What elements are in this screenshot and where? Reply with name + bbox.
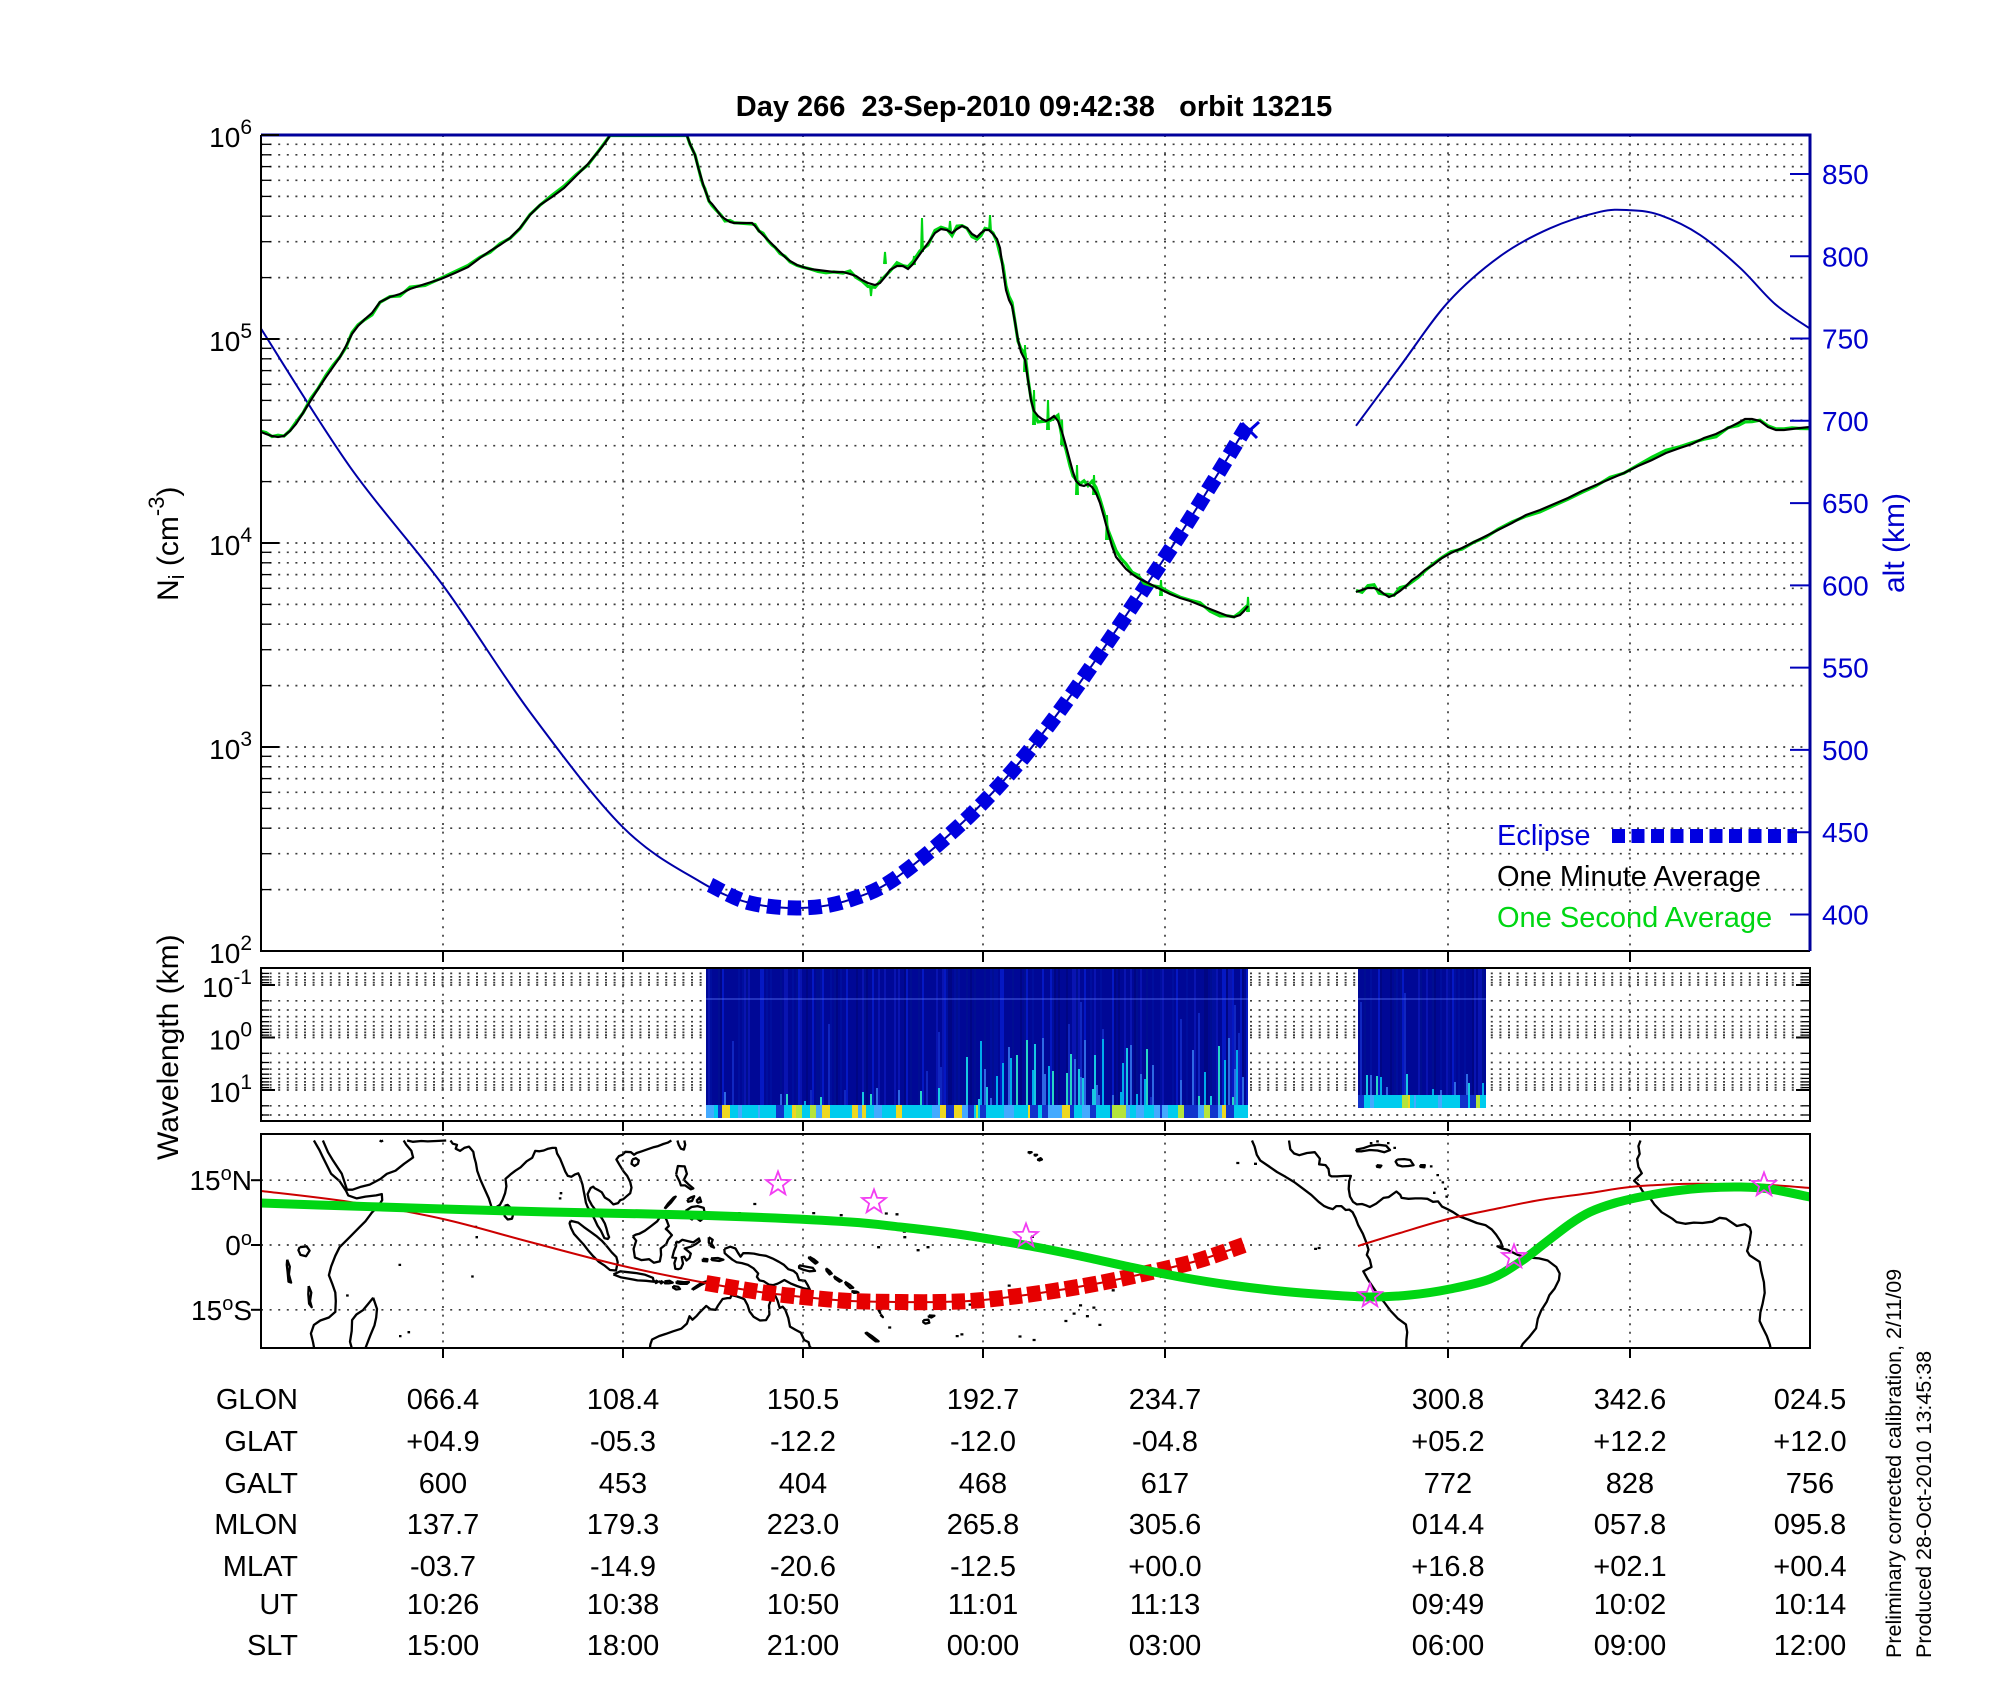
svg-text:+12.2: +12.2 — [1593, 1426, 1666, 1458]
svg-text:+02.1: +02.1 — [1593, 1551, 1666, 1583]
svg-text:10:02: 10:02 — [1594, 1589, 1667, 1621]
svg-text:UT: UT — [259, 1589, 298, 1621]
svg-text:192.7: 192.7 — [947, 1384, 1020, 1416]
svg-text:-04.8: -04.8 — [1132, 1426, 1198, 1458]
svg-text:500: 500 — [1822, 735, 1869, 766]
svg-text:03:00: 03:00 — [1129, 1630, 1202, 1662]
svg-text:Preliminary corrected calibrat: Preliminary corrected calibration, 2/11/… — [1882, 1269, 1906, 1658]
svg-text:12:00: 12:00 — [1774, 1630, 1847, 1662]
svg-text:10:50: 10:50 — [767, 1589, 840, 1621]
svg-text:-03.7: -03.7 — [410, 1551, 476, 1583]
svg-text:One Second Average: One Second Average — [1497, 902, 1772, 934]
svg-text:108.4: 108.4 — [587, 1384, 660, 1416]
svg-text:600: 600 — [1822, 570, 1869, 601]
svg-text:15:00: 15:00 — [407, 1630, 480, 1662]
svg-text:One Minute Average: One Minute Average — [1497, 861, 1761, 893]
svg-text:Produced 28-Oct-2010 13:45:38: Produced 28-Oct-2010 13:45:38 — [1912, 1351, 1936, 1658]
svg-text:10:14: 10:14 — [1774, 1589, 1847, 1621]
svg-text:11:13: 11:13 — [1130, 1589, 1200, 1621]
svg-text:550: 550 — [1822, 653, 1869, 684]
svg-text:21:00: 21:00 — [767, 1630, 840, 1662]
svg-text:+04.9: +04.9 — [406, 1426, 479, 1458]
svg-text:09:00: 09:00 — [1594, 1630, 1667, 1662]
svg-text:404: 404 — [779, 1468, 827, 1500]
svg-text:GLAT: GLAT — [224, 1426, 298, 1458]
svg-text:057.8: 057.8 — [1594, 1509, 1667, 1541]
svg-text:300.8: 300.8 — [1412, 1384, 1485, 1416]
svg-text:850: 850 — [1822, 159, 1869, 190]
svg-text:11:01: 11:01 — [948, 1589, 1018, 1621]
svg-text:024.5: 024.5 — [1774, 1384, 1847, 1416]
svg-text:+00.0: +00.0 — [1128, 1551, 1201, 1583]
svg-text:700: 700 — [1822, 406, 1869, 437]
svg-text:234.7: 234.7 — [1129, 1384, 1202, 1416]
svg-text:305.6: 305.6 — [1129, 1509, 1202, 1541]
svg-text:10:26: 10:26 — [407, 1589, 480, 1621]
svg-text:+00.4: +00.4 — [1773, 1551, 1846, 1583]
svg-text:GLON: GLON — [216, 1384, 298, 1416]
svg-text:09:49: 09:49 — [1412, 1589, 1485, 1621]
svg-text:014.4: 014.4 — [1412, 1509, 1485, 1541]
svg-text:Wavelength (km): Wavelength (km) — [152, 934, 185, 1160]
svg-text:828: 828 — [1606, 1468, 1654, 1500]
svg-text:066.4: 066.4 — [407, 1384, 480, 1416]
svg-text:265.8: 265.8 — [947, 1509, 1020, 1541]
svg-text:+16.8: +16.8 — [1411, 1551, 1484, 1583]
svg-text:-05.3: -05.3 — [590, 1426, 656, 1458]
svg-text:Eclipse: Eclipse — [1497, 820, 1591, 852]
svg-text:600: 600 — [419, 1468, 467, 1500]
svg-text:06:00: 06:00 — [1412, 1630, 1485, 1662]
svg-text:453: 453 — [599, 1468, 647, 1500]
svg-text:MLAT: MLAT — [223, 1551, 298, 1583]
svg-text:223.0: 223.0 — [767, 1509, 840, 1541]
svg-text:+05.2: +05.2 — [1411, 1426, 1484, 1458]
svg-text:650: 650 — [1822, 488, 1869, 519]
svg-text:Day 266 23-Sep-2010 09:42:38: Day 266 23-Sep-2010 09:42:38 orbit 13215 — [736, 91, 1332, 123]
svg-text:-12.5: -12.5 — [950, 1551, 1016, 1583]
svg-text:alt (km): alt (km) — [1878, 493, 1911, 593]
svg-text:10:38: 10:38 — [587, 1589, 660, 1621]
svg-text:SLT: SLT — [247, 1630, 298, 1662]
svg-text:GALT: GALT — [224, 1468, 298, 1500]
svg-text:-14.9: -14.9 — [590, 1551, 656, 1583]
svg-text:095.8: 095.8 — [1774, 1509, 1847, 1541]
svg-text:772: 772 — [1424, 1468, 1472, 1500]
svg-text:18:00: 18:00 — [587, 1630, 660, 1662]
svg-text:15oS: 15oS — [191, 1293, 252, 1326]
svg-text:150.5: 150.5 — [767, 1384, 840, 1416]
svg-text:450: 450 — [1822, 817, 1869, 848]
svg-text:+12.0: +12.0 — [1773, 1426, 1846, 1458]
svg-text:MLON: MLON — [214, 1509, 298, 1541]
svg-text:800: 800 — [1822, 241, 1869, 272]
svg-text:00:00: 00:00 — [947, 1630, 1020, 1662]
svg-text:-12.2: -12.2 — [770, 1426, 836, 1458]
svg-text:617: 617 — [1141, 1468, 1189, 1500]
svg-text:750: 750 — [1822, 324, 1869, 355]
svg-text:137.7: 137.7 — [407, 1509, 480, 1541]
svg-text:468: 468 — [959, 1468, 1007, 1500]
svg-text:400: 400 — [1822, 900, 1869, 931]
svg-text:-20.6: -20.6 — [770, 1551, 836, 1583]
svg-text:342.6: 342.6 — [1594, 1384, 1667, 1416]
svg-text:756: 756 — [1786, 1468, 1834, 1500]
svg-text:179.3: 179.3 — [587, 1509, 660, 1541]
svg-text:-12.0: -12.0 — [950, 1426, 1016, 1458]
